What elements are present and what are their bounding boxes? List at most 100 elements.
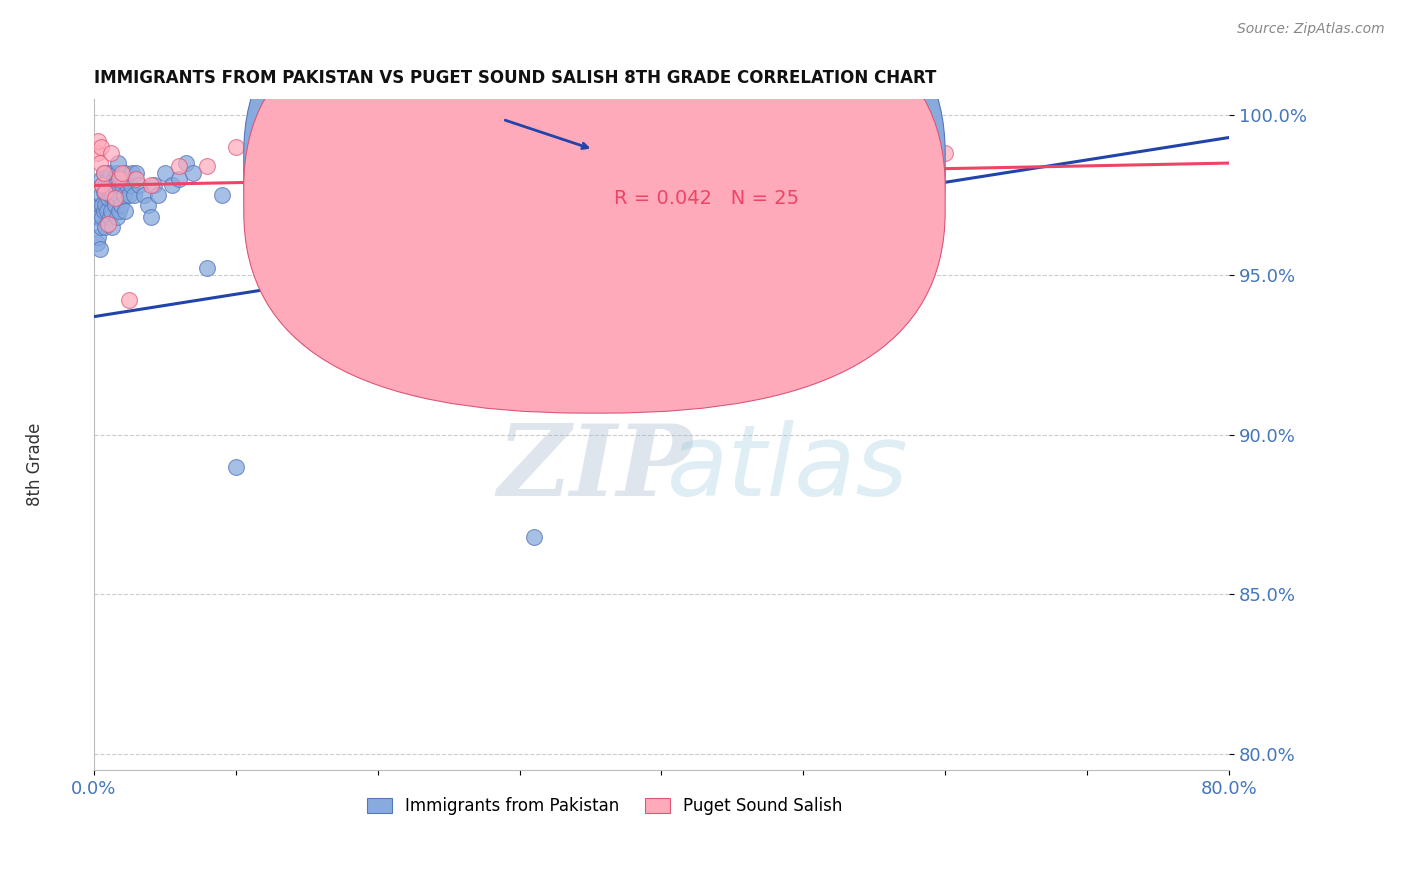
- Point: [89, 156, 111, 170]
- Point: [253, 146, 276, 161]
- Point: [111, 166, 134, 180]
- Text: R = 0.042   N = 25: R = 0.042 N = 25: [614, 189, 799, 208]
- Point: [93, 166, 115, 180]
- Point: [105, 166, 128, 180]
- Point: [108, 172, 131, 186]
- Point: [111, 178, 134, 193]
- Point: [87, 134, 110, 148]
- Point: [142, 178, 165, 193]
- Point: [197, 159, 219, 173]
- Point: [118, 188, 141, 202]
- Point: [98, 166, 121, 180]
- Point: [97, 172, 120, 186]
- Point: [86, 235, 108, 250]
- Point: [98, 211, 121, 225]
- Point: [93, 204, 115, 219]
- Point: [115, 178, 138, 193]
- Point: [87, 211, 110, 225]
- Point: [114, 166, 136, 180]
- Point: [118, 293, 141, 308]
- Text: 8th Grade: 8th Grade: [27, 422, 44, 506]
- Point: [367, 197, 389, 211]
- Point: [101, 219, 124, 234]
- Point: [91, 178, 114, 193]
- Point: [100, 146, 122, 161]
- Point: [128, 178, 150, 193]
- Point: [451, 146, 474, 161]
- Point: [101, 188, 124, 202]
- Point: [103, 172, 125, 186]
- Point: [153, 166, 176, 180]
- Point: [108, 204, 131, 219]
- Point: [197, 261, 219, 276]
- Point: [108, 178, 131, 193]
- Point: [110, 172, 132, 186]
- FancyBboxPatch shape: [243, 0, 945, 413]
- Point: [89, 243, 111, 257]
- Point: [98, 188, 121, 202]
- Point: [96, 166, 118, 180]
- Point: [97, 217, 120, 231]
- Text: R = 0.303   N = 71: R = 0.303 N = 71: [614, 155, 799, 175]
- Point: [395, 140, 418, 154]
- Point: [136, 197, 159, 211]
- Point: [122, 188, 145, 202]
- Point: [174, 156, 197, 170]
- Point: [437, 172, 460, 186]
- Point: [107, 188, 129, 202]
- FancyBboxPatch shape: [565, 133, 928, 230]
- Point: [167, 172, 190, 186]
- Point: [281, 166, 304, 180]
- Point: [87, 229, 110, 244]
- Text: IMMIGRANTS FROM PAKISTAN VS PUGET SOUND SALISH 8TH GRADE CORRELATION CHART: IMMIGRANTS FROM PAKISTAN VS PUGET SOUND …: [94, 69, 936, 87]
- Point: [86, 146, 108, 161]
- Point: [114, 204, 136, 219]
- Point: [267, 146, 290, 161]
- Point: [107, 156, 129, 170]
- Point: [97, 191, 120, 205]
- Point: [104, 197, 127, 211]
- Point: [105, 211, 128, 225]
- Point: [110, 197, 132, 211]
- Point: [100, 178, 122, 193]
- Point: [93, 185, 115, 199]
- Point: [90, 140, 112, 154]
- Point: [94, 197, 117, 211]
- Point: [91, 211, 114, 225]
- Text: atlas: atlas: [666, 419, 908, 516]
- Point: [523, 530, 546, 544]
- Point: [94, 185, 117, 199]
- Text: Source: ZipAtlas.com: Source: ZipAtlas.com: [1237, 22, 1385, 37]
- Point: [181, 166, 204, 180]
- FancyBboxPatch shape: [243, 0, 945, 380]
- Point: [139, 178, 162, 193]
- Point: [160, 178, 183, 193]
- Point: [309, 156, 332, 170]
- Point: [90, 172, 112, 186]
- Point: [112, 188, 135, 202]
- Point: [253, 156, 276, 170]
- Point: [121, 166, 143, 180]
- Point: [104, 178, 127, 193]
- Text: ZIP: ZIP: [496, 420, 692, 516]
- Point: [225, 140, 247, 154]
- Point: [167, 159, 190, 173]
- Point: [90, 188, 112, 202]
- Point: [91, 197, 114, 211]
- Point: [96, 204, 118, 219]
- Point: [934, 146, 956, 161]
- Point: [91, 178, 114, 193]
- Point: [120, 178, 142, 193]
- Point: [211, 188, 233, 202]
- Point: [281, 156, 304, 170]
- Point: [139, 211, 162, 225]
- Point: [225, 459, 247, 474]
- Point: [309, 134, 332, 148]
- Point: [125, 166, 148, 180]
- Point: [337, 146, 360, 161]
- Point: [93, 166, 115, 180]
- Point: [721, 146, 744, 161]
- Point: [94, 219, 117, 234]
- Legend: Immigrants from Pakistan, Puget Sound Salish: Immigrants from Pakistan, Puget Sound Sa…: [360, 790, 849, 822]
- Point: [94, 178, 117, 193]
